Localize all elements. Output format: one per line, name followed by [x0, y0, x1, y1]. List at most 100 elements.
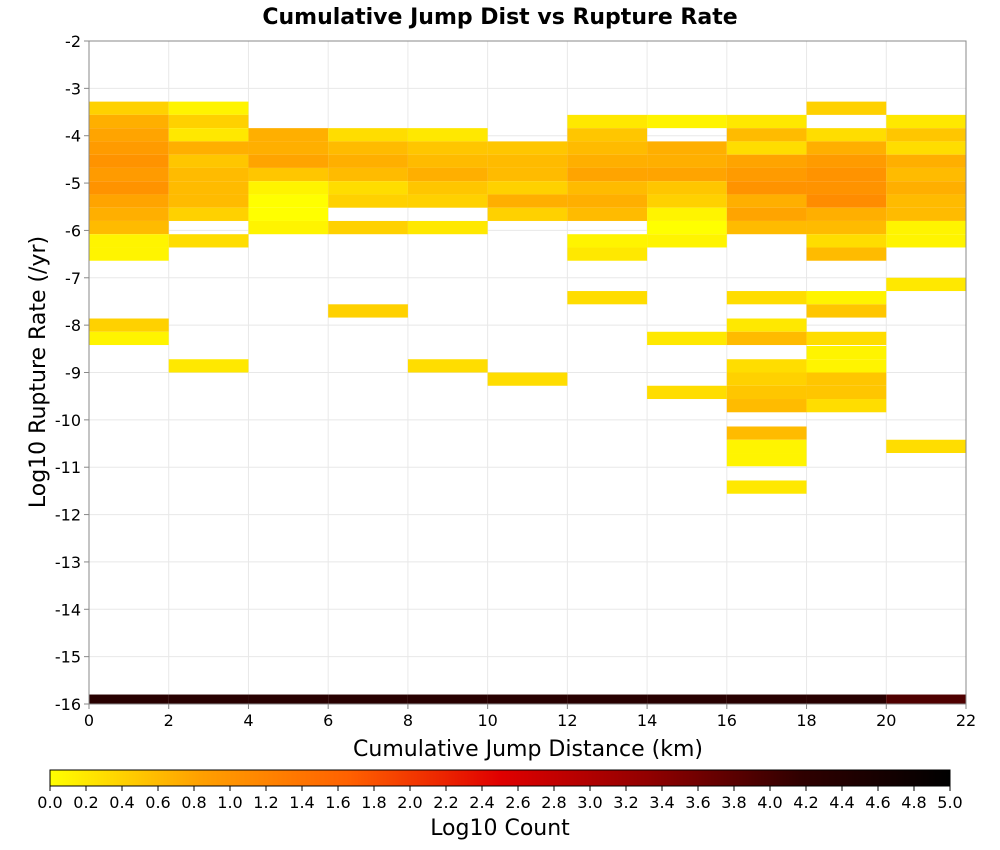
heatmap-cells	[89, 101, 966, 704]
heatmap-cell	[567, 128, 648, 142]
colorbar-tick-label: 0.6	[145, 793, 170, 812]
heatmap-cell	[806, 359, 887, 373]
heatmap-cell	[567, 154, 648, 168]
heatmap-cell	[806, 247, 887, 261]
x-tick-label: 20	[876, 711, 896, 730]
heatmap-cell	[726, 220, 807, 235]
heatmap-cell	[806, 128, 887, 142]
heatmap-cell	[726, 114, 807, 129]
heatmap-cell	[647, 141, 727, 155]
colorbar-tick-label: 3.8	[721, 793, 746, 812]
colorbar-tick-label: 1.0	[217, 793, 242, 812]
heatmap-cell	[89, 128, 169, 142]
colorbar-tick-label: 2.0	[397, 793, 422, 812]
heatmap-cell	[806, 291, 887, 305]
heatmap-cell	[567, 194, 648, 208]
heatmap-cell	[89, 234, 169, 248]
heatmap-cell	[806, 234, 887, 248]
heatmap-cell	[168, 207, 249, 221]
heatmap-cell	[806, 399, 887, 413]
heatmap-cell	[328, 220, 408, 235]
heatmap-cell	[567, 247, 648, 261]
heatmap-cell	[886, 167, 966, 182]
colorbar-tick-label: 4.8	[901, 793, 926, 812]
heatmap-cell	[89, 101, 169, 115]
x-tick-label: 18	[796, 711, 816, 730]
heatmap-cell	[886, 194, 966, 208]
heatmap-cell	[726, 331, 807, 346]
heatmap-cell	[168, 194, 249, 208]
heatmap-cell	[168, 167, 249, 182]
heatmap-cell	[726, 181, 807, 195]
heatmap-cell	[168, 141, 249, 155]
x-tick-label: 12	[557, 711, 577, 730]
heatmap-cell	[407, 154, 488, 168]
colorbar-tick-label: 2.2	[433, 793, 458, 812]
heatmap-cell	[726, 385, 807, 400]
heatmap-cell	[168, 154, 249, 168]
heatmap-cell	[647, 385, 727, 400]
x-tick-label: 14	[637, 711, 657, 730]
axis-ticks: 0 2 4 6 8 10 12 14 16 18 20 22 -2 -3 -4 -5 -6 -7 -8 -9 -10 -1…	[55, 32, 976, 730]
heatmap-cell	[886, 141, 966, 155]
heatmap-cell	[248, 181, 329, 195]
y-tick-label: -5	[65, 174, 81, 193]
heatmap-cell	[407, 141, 488, 155]
heatmap-cell	[567, 114, 648, 129]
heatmap-cell	[806, 141, 887, 155]
colorbar-tick-label: 2.8	[541, 793, 566, 812]
heatmap-cell	[726, 167, 807, 182]
colorbar-tick-label: 0.2	[73, 793, 98, 812]
heatmap-cell	[328, 154, 408, 168]
chart-title: Cumulative Jump Dist vs Rupture Rate	[262, 5, 737, 30]
heatmap-cell	[806, 207, 887, 221]
heatmap-cell	[89, 207, 169, 221]
heatmap-cell	[647, 167, 727, 182]
heatmap-cell-bottom	[806, 694, 887, 704]
y-tick-label: -16	[55, 695, 81, 714]
heatmap-cell	[726, 439, 807, 454]
heatmap-cell	[806, 331, 887, 346]
heatmap-cell	[647, 331, 727, 346]
heatmap-cell	[407, 167, 488, 182]
heatmap-cell-bottom	[328, 694, 408, 704]
colorbar-tick-label: 1.4	[289, 793, 314, 812]
x-tick-label: 2	[164, 711, 174, 730]
heatmap-cell	[886, 128, 966, 142]
colorbar-tick-label: 0.8	[181, 793, 206, 812]
heatmap-cell	[487, 372, 568, 386]
colorbar-tick-label: 4.6	[865, 793, 890, 812]
x-tick-label: 6	[323, 711, 333, 730]
heatmap-cell	[886, 220, 966, 235]
heatmap-cell	[407, 181, 488, 195]
heatmap-cell	[248, 194, 329, 208]
heatmap-cell	[806, 101, 887, 115]
heatmap-cell	[248, 141, 329, 155]
heatmap-cell	[726, 154, 807, 168]
heatmap-cell	[726, 372, 807, 386]
colorbar-ticks: 0.0 0.2 0.4 0.6 0.8 1.0 1.2 1.4 1.6 1.8 2.0 2.2 2.4 2…	[37, 786, 963, 812]
heatmap-cell	[89, 220, 169, 235]
heatmap-cell	[168, 181, 249, 195]
heatmap-cell	[806, 345, 887, 360]
heatmap-cell	[328, 128, 408, 142]
heatmap-cell	[248, 220, 329, 235]
heatmap-cell-bottom	[487, 694, 568, 704]
heatmap-cell	[647, 114, 727, 129]
heatmap-cell	[567, 291, 648, 305]
heatmap-cell	[487, 141, 568, 155]
x-tick-label: 16	[717, 711, 737, 730]
heatmap-cell	[567, 167, 648, 182]
colorbar-tick-label: 5.0	[937, 793, 962, 812]
heatmap-cell	[806, 181, 887, 195]
y-tick-label: -3	[65, 79, 81, 98]
heatmap-cell	[567, 141, 648, 155]
y-tick-label: -11	[55, 458, 81, 477]
colorbar-label: Log10 Count	[430, 816, 570, 841]
colorbar-tick-label: 1.2	[253, 793, 278, 812]
y-tick-label: -15	[55, 648, 81, 667]
heatmap-cell	[248, 128, 329, 142]
colorbar-tick-label: 4.2	[793, 793, 818, 812]
heatmap-cell	[726, 453, 807, 467]
